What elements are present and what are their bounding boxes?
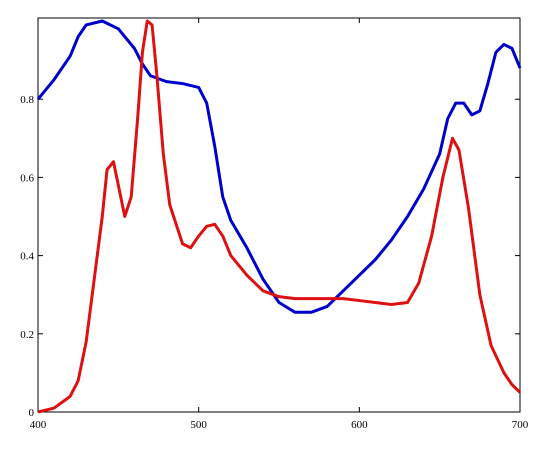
x-tick-label: 700 [512,419,529,431]
y-tick-label: 0 [29,407,35,419]
y-tick-label: 0.4 [20,251,34,263]
y-tick-label: 0.2 [20,329,34,341]
data-line [37,19,522,414]
x-tick-label: 500 [190,419,207,431]
x-tick-label: 400 [30,419,47,431]
plot-frame [37,17,521,413]
y-tick-label: 0.8 [20,94,34,106]
y-tick-label: 0.6 [20,172,34,184]
x-tick-label: 600 [351,419,368,431]
data-line [36,19,522,314]
